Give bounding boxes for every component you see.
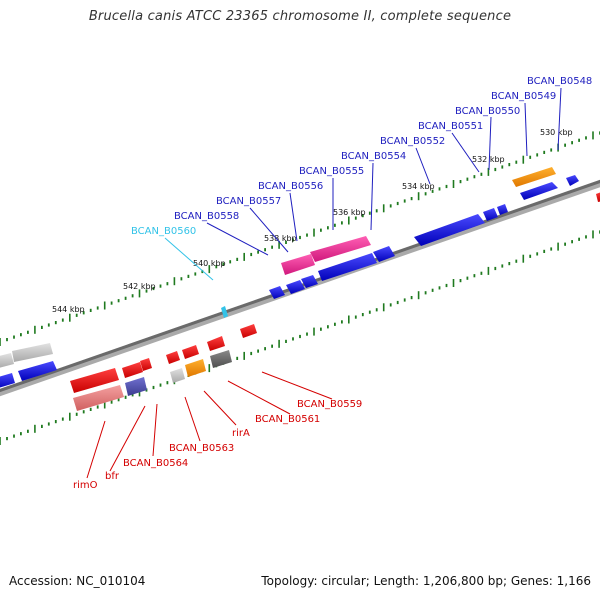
gene-label-bcan-b0563: BCAN_B0563 [169,443,234,454]
gene-arrow [301,275,318,288]
gene-arrow [512,167,556,187]
gene-arrow [414,214,485,246]
gene-arrow [310,236,371,262]
gene-label-bcan-b0560: BCAN_B0560 [131,226,196,237]
scale-label: 540 kbp [193,259,226,268]
gene-arrow [182,345,199,359]
gene-arrow [286,280,305,294]
gene-arrow [483,208,498,221]
scale-label: 530 kbp [540,128,573,137]
gene-arrow [373,246,395,262]
gene-arrow [520,182,558,200]
gene-label-bcan-b0550: BCAN_B0550 [455,106,520,117]
gene-label-rira: rirA [232,428,250,439]
minus-strand-genes [70,324,257,411]
plus-gene-labels: BCAN_B0548 BCAN_B0549 BCAN_B0550 BCAN_B0… [131,76,592,281]
gene-label-bcan-b0551: BCAN_B0551 [418,121,483,132]
gene-arrow [166,351,180,364]
scale-label: 536 kbp [333,208,366,217]
gene-arrow [269,286,285,299]
genome-summary-text: Topology: circular; Length: 1,206,800 bp… [261,574,591,588]
gene-arrow [125,377,147,396]
gene-arrow [497,204,508,215]
scale-label: 542 kbp [123,282,156,291]
map-title: Brucella canis ATCC 23365 chromosome II,… [88,9,512,24]
gene-arrow [318,253,377,281]
gene-arrow [240,324,257,338]
scale-labels: 530 kbp 532 kbp 534 kbp 536 kbp 538 kbp … [52,128,573,314]
gene-arrow [122,362,143,378]
gene-arrow [221,306,228,318]
gene-arrow [0,353,14,368]
gene-arrow [207,336,225,351]
scale-label: 532 kbp [472,155,505,164]
gene-arrow [18,361,57,381]
scale-label: 538 kbp [264,234,297,243]
gene-arrow [596,192,600,202]
gene-label-bfr: bfr [105,471,120,482]
gene-label-bcan-b0556: BCAN_B0556 [258,181,323,192]
gene-arrow [210,350,232,368]
gene-label-bcan-b0548: BCAN_B0548 [527,76,592,87]
gene-label-bcan-b0555: BCAN_B0555 [299,166,364,177]
gene-label-bcan-b0561: BCAN_B0561 [255,414,320,425]
gene-label-rimo: rimO [73,480,98,491]
scale-label: 534 kbp [402,182,435,191]
gene-arrow [140,358,152,371]
gene-label-bcan-b0557: BCAN_B0557 [216,196,281,207]
gene-arrow [566,175,579,186]
plus-strand-genes [0,167,600,388]
gene-label-bcan-b0549: BCAN_B0549 [491,91,556,102]
gene-arrow [73,385,124,411]
minus-gene-labels: BCAN_B0559 BCAN_B0561 rirA BCAN_B0563 BC… [73,371,362,491]
gene-label-bcan-b0558: BCAN_B0558 [174,211,239,222]
gene-arrow [170,368,185,383]
gene-label-bcan-b0554: BCAN_B0554 [341,151,406,162]
gene-arrow [12,343,53,362]
gene-label-bcan-b0559: BCAN_B0559 [297,399,362,410]
gene-label-bcan-b0564: BCAN_B0564 [123,458,188,469]
gene-label-bcan-b0552: BCAN_B0552 [380,136,445,147]
gene-arrow [70,368,119,393]
scale-label: 544 kbp [52,305,85,314]
gene-arrow [281,254,315,275]
gene-arrow [185,359,206,377]
accession-text: Accession: NC_010104 [9,574,146,588]
gene-arrow [0,373,15,388]
